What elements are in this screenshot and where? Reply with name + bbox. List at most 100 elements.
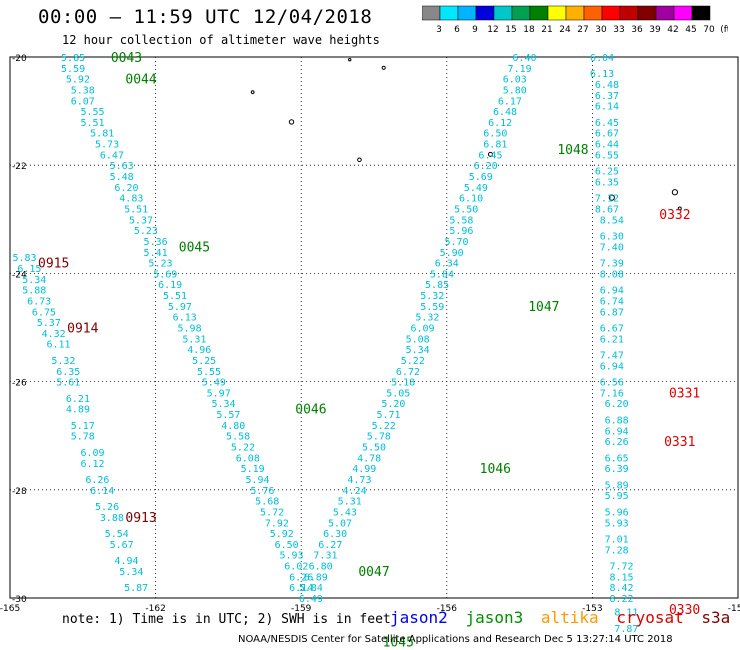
wave-height-label: 5.69 <box>153 269 177 280</box>
wave-height-label: 8.42 <box>609 583 633 594</box>
wave-height-label: 6.14 <box>90 486 114 497</box>
wave-height-label: 5.55 <box>80 107 104 118</box>
wave-height-label: 6.75 <box>32 307 56 318</box>
wave-height-label: 7.87 <box>614 624 638 635</box>
colorbar-label: 36 <box>631 25 643 35</box>
wave-height-label: 7.12 <box>595 194 619 205</box>
pass-time-label: 0044 <box>125 73 156 88</box>
wave-height-label: 7.39 <box>600 259 624 270</box>
island-outline <box>250 90 255 95</box>
wave-height-label: 6.04 <box>590 53 614 64</box>
wave-height-label: 5.93 <box>605 518 629 529</box>
wave-height-label: 6.13 <box>590 69 614 80</box>
wave-height-label: 5.20 <box>381 399 405 410</box>
wave-height-label: 5.34 <box>22 275 46 286</box>
wave-height-label: 7.92 <box>265 518 289 529</box>
wave-height-label: 7.01 <box>605 534 629 545</box>
wave-height-label: 5.23 <box>148 259 172 270</box>
wave-height-label: 7.31 <box>313 551 337 562</box>
wave-height-label: 6.37 <box>595 91 619 102</box>
wave-height-label: 6.19 <box>158 280 182 291</box>
island-outline <box>381 65 386 70</box>
pass-time-label: 0047 <box>358 565 389 580</box>
satellite-legend: jason2 jason3 altika cryosat s3a <box>390 608 738 627</box>
wave-height-label: 6.17 <box>498 96 522 107</box>
legend-jason2: jason2 <box>390 608 448 627</box>
wave-height-label: 5.58 <box>449 215 473 226</box>
wave-height-label: 5.34 <box>406 345 430 356</box>
wave-height-label: 5.92 <box>270 529 294 540</box>
wave-height-label: 5.50 <box>454 204 478 215</box>
wave-height-label: 5.19 <box>241 464 265 475</box>
wave-height-label: 6.10 <box>459 194 483 205</box>
pass-time-label: 0332 <box>659 208 690 223</box>
wave-height-label: 6.25 <box>595 167 619 178</box>
wave-height-label: 4.96 <box>187 345 211 356</box>
wave-height-label: 5.97 <box>207 388 231 399</box>
wave-height-label: 6.45 <box>595 118 619 129</box>
colorbar-swatch <box>691 5 711 21</box>
island-outline <box>671 189 679 196</box>
colorbar-label: 21 <box>541 25 552 35</box>
island-outline <box>608 194 615 201</box>
wave-height-label: 5.51 <box>80 118 104 129</box>
wave-height-label: 6.15 <box>17 264 41 275</box>
wave-height-label: 6.07 <box>71 96 95 107</box>
wave-height-label: 7.19 <box>508 64 532 75</box>
wave-height-label: 6.67 <box>600 324 624 335</box>
legend-altika: altika <box>540 608 599 627</box>
wave-height-label: 5.67 <box>110 540 134 551</box>
colorbar-label: 18 <box>523 25 535 35</box>
wave-height-label: 6.02 <box>284 562 308 573</box>
wave-height-label: 6.20 <box>605 399 629 410</box>
wave-height-label: 6.44 <box>595 140 619 151</box>
wave-height-label: 7.40 <box>600 242 624 253</box>
footer-credit: NOAA/NESDIS Center for Satellite Applica… <box>238 634 673 645</box>
wave-height-label: 5.38 <box>71 85 95 96</box>
wave-height-label: 6.34 <box>435 259 459 270</box>
wave-height-label: 5.37 <box>37 318 61 329</box>
pass-time-label: 0914 <box>67 322 98 337</box>
pass-time-label: 1046 <box>480 462 511 477</box>
wave-height-label: 6.94 <box>600 286 624 297</box>
colorbar-label: 9 <box>472 25 478 35</box>
pass-time-label: 0331 <box>664 435 695 450</box>
wave-height-label: 6.09 <box>410 324 434 335</box>
wave-height-label: 5.31 <box>182 334 206 345</box>
wave-height-label: 6.72 <box>396 367 420 378</box>
wave-height-label: 8.15 <box>609 572 633 583</box>
wave-height-label: 5.49 <box>464 183 488 194</box>
wave-height-label: 5.49 <box>202 378 226 389</box>
wave-height-label: 6.65 <box>605 453 629 464</box>
pass-time-label: 0043 <box>111 51 142 66</box>
wave-height-label: 5.51 <box>124 204 148 215</box>
x-tick-label: -156 <box>437 604 458 614</box>
wave-height-label: 6.48 <box>493 107 517 118</box>
page-title: 00:00 – 11:59 UTC 12/04/2018 <box>38 6 373 28</box>
wave-height-label: 5.73 <box>95 140 119 151</box>
wave-height-label: 5.31 <box>338 497 362 508</box>
wave-height-label: 3.88 <box>100 513 124 524</box>
wave-height-label: 6.11 <box>46 340 70 351</box>
wave-height-label: 6.74 <box>600 296 624 307</box>
island-outline <box>288 119 295 125</box>
wave-height-label: 6.30 <box>323 529 347 540</box>
map-frame <box>9 56 739 599</box>
wave-height-label: 5.58 <box>226 432 250 443</box>
page-subtitle: 12 hour collection of altimeter wave hei… <box>62 33 380 47</box>
wave-height-label: 5.96 <box>605 507 629 518</box>
wave-height-label: 5.72 <box>260 507 284 518</box>
colorbar-label: 15 <box>505 25 516 35</box>
wave-height-label: 5.68 <box>255 497 279 508</box>
wave-height-label: 6.20 <box>474 161 498 172</box>
wave-height-label: 5.22 <box>401 356 425 367</box>
x-tick-label: -150 <box>728 604 740 614</box>
wave-height-label: 5.34 <box>211 399 235 410</box>
wave-height-label: 6.35 <box>56 367 80 378</box>
y-tick-label: -22 <box>12 162 27 172</box>
wave-height-label: 6.45 <box>478 150 502 161</box>
wave-height-label: 7.47 <box>600 351 624 362</box>
colorbar-label: 70 <box>703 25 715 35</box>
wave-height-label: 5.32 <box>415 313 439 324</box>
